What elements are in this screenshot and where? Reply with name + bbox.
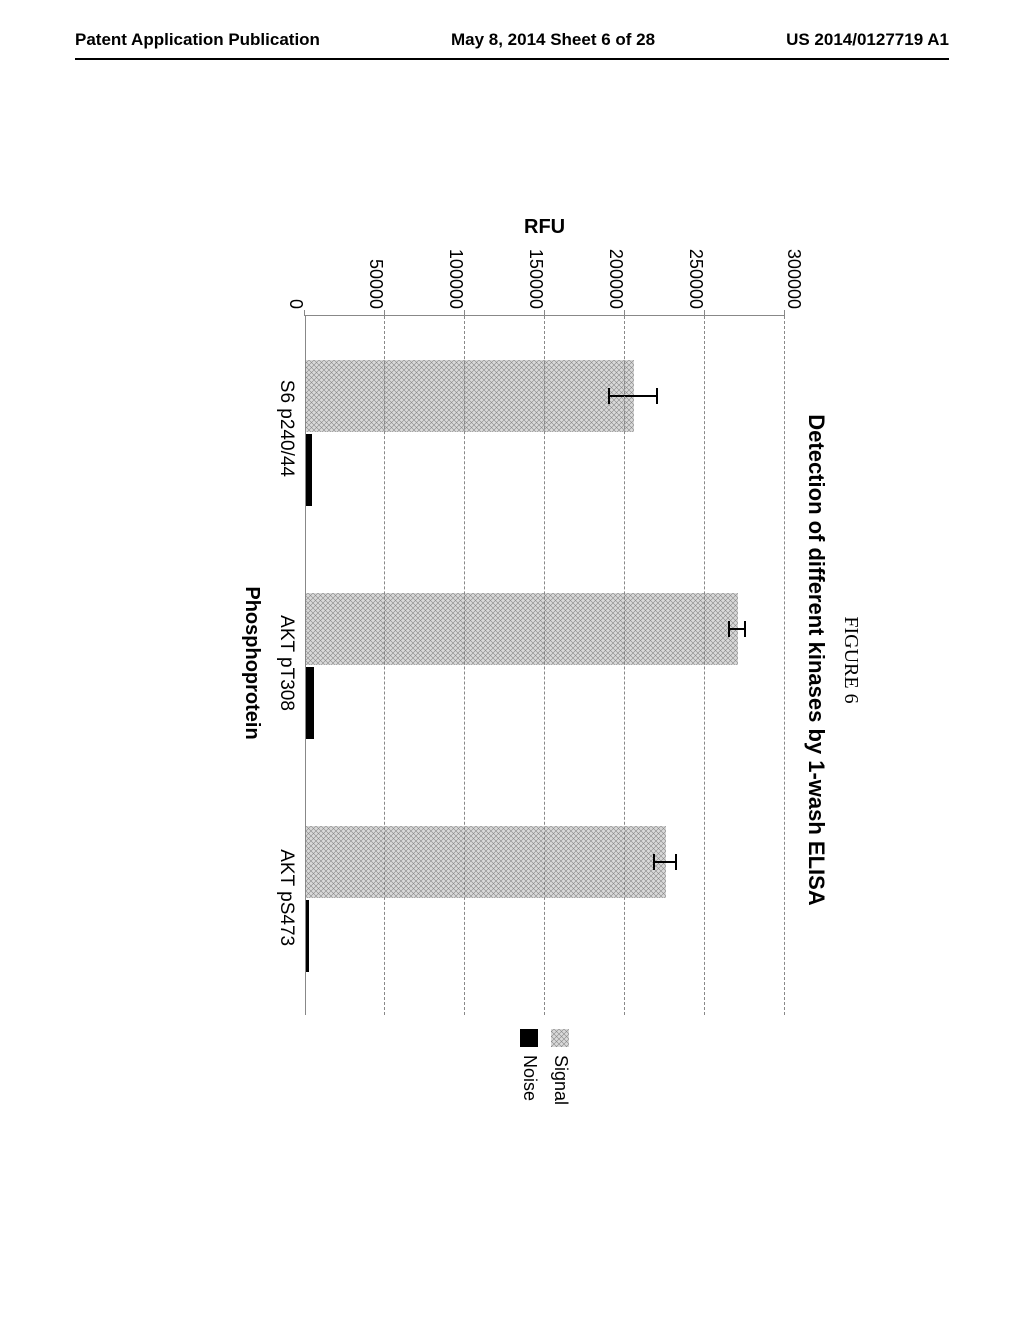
bar-signal (306, 593, 738, 665)
y-axis-ticks: 300000250000200000150000100000500000 (305, 245, 785, 315)
chart-title: Detection of different kinases by 1-wash… (803, 210, 829, 1110)
x-tick-label: AKT pT308 (275, 583, 297, 743)
x-axis-label: Phosphoprotein (240, 311, 263, 1015)
error-bar (655, 861, 677, 863)
bar-noise (306, 900, 309, 972)
spacer (240, 1015, 305, 1110)
y-tick-mark (304, 310, 305, 316)
x-tick-label: S6 p240/44 (275, 348, 297, 508)
y-axis-label: RFU (305, 210, 785, 245)
legend-item-signal: Signal (550, 1029, 571, 1110)
bar-noise (306, 667, 314, 739)
y-tick-mark (784, 310, 785, 316)
gridline (464, 311, 465, 1015)
header-center: May 8, 2014 Sheet 6 of 28 (451, 30, 655, 50)
y-tick-label: 200000 (607, 249, 625, 309)
y-tick-mark (384, 310, 385, 316)
y-tick-mark (624, 310, 625, 316)
y-tick-mark (704, 310, 705, 316)
bar-noise (306, 434, 312, 506)
header-left: Patent Application Publication (75, 30, 320, 50)
plot-area (305, 315, 785, 1015)
legend: Signal Noise (305, 1015, 785, 1110)
bar-group (306, 819, 666, 979)
y-tick-label: 250000 (687, 249, 705, 309)
y-tick-label: 50000 (367, 259, 385, 309)
gridline (544, 311, 545, 1015)
bar-group (306, 353, 634, 513)
y-tick-label: 150000 (527, 249, 545, 309)
gridline (384, 311, 385, 1015)
bars-layer (306, 316, 785, 1015)
header-right: US 2014/0127719 A1 (786, 30, 949, 50)
bar-signal (306, 826, 666, 898)
legend-label-noise: Noise (519, 1055, 540, 1101)
legend-swatch-noise (521, 1029, 539, 1047)
y-tick-label: 300000 (785, 249, 803, 309)
x-tick-label: AKT pS473 (275, 818, 297, 978)
error-cap (653, 854, 655, 870)
figure-label: FIGURE 6 (839, 210, 862, 1110)
y-tick-mark (544, 310, 545, 316)
y-tick-label: 100000 (447, 249, 465, 309)
gridline (704, 311, 705, 1015)
gridline (784, 311, 785, 1015)
bar-signal (306, 360, 634, 432)
error-cap (728, 621, 730, 637)
gridline (624, 311, 625, 1015)
error-bar (610, 395, 658, 397)
legend-label-signal: Signal (550, 1055, 571, 1105)
y-tick-label: 0 (287, 299, 305, 309)
error-cap (744, 621, 746, 637)
bar-group (306, 586, 738, 746)
legend-swatch-signal (552, 1029, 570, 1047)
header-divider (75, 58, 949, 60)
error-cap (608, 388, 610, 404)
legend-item-noise: Noise (519, 1029, 540, 1110)
error-cap (656, 388, 658, 404)
error-cap (675, 854, 677, 870)
chart-container: FIGURE 6 Detection of different kinases … (162, 210, 862, 1110)
y-tick-mark (464, 310, 465, 316)
x-axis-ticks: S6 p240/44 AKT pT308 AKT pS473 (275, 311, 297, 1015)
